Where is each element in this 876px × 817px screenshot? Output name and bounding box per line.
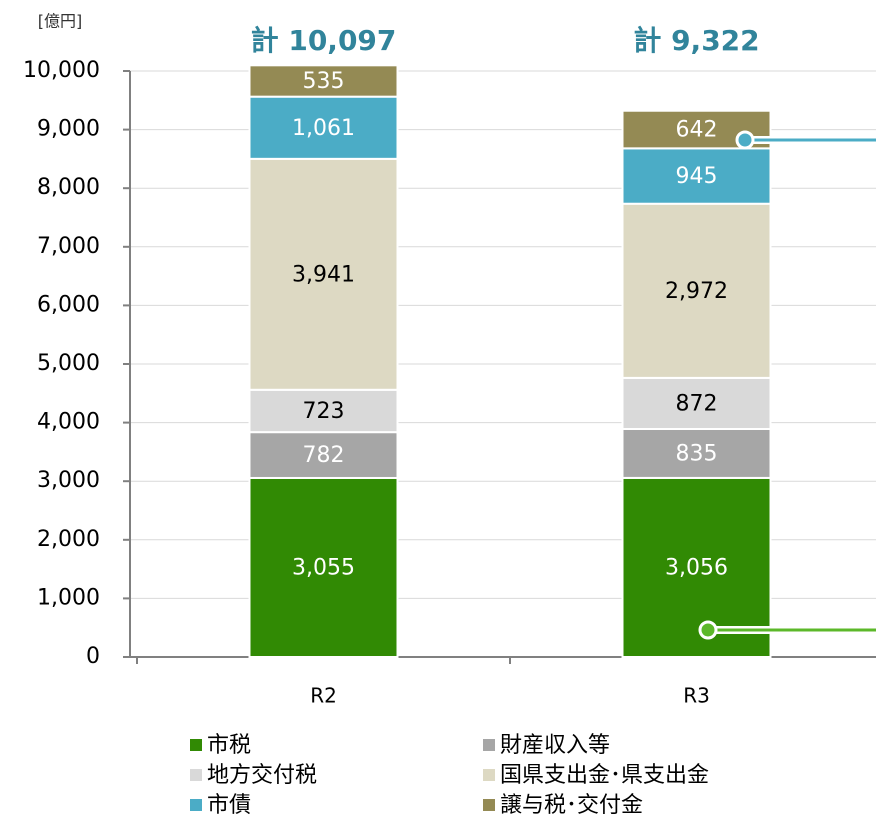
y-tick-label: 4,000 (37, 410, 100, 435)
y-tick-label: 2,000 (37, 527, 100, 552)
unit-label: [億円] (38, 12, 83, 31)
total-label: 計 10,097 (251, 24, 397, 57)
bar-segment (621, 376, 772, 430)
x-tick-label: R2 (310, 684, 337, 708)
value-label: 3,056 (665, 555, 728, 580)
callout-dot (698, 620, 718, 640)
legend-label: 市税 (207, 733, 251, 758)
y-tick-label: 10,000 (23, 58, 100, 83)
y-tick-label: 0 (86, 644, 100, 669)
legend-swatch (190, 739, 202, 751)
legend-swatch (190, 799, 202, 811)
value-label: 835 (676, 441, 718, 466)
x-tick-label: R3 (683, 684, 710, 708)
value-label: 723 (303, 399, 345, 424)
y-tick-label: 1,000 (37, 585, 100, 610)
value-label: 3,941 (292, 262, 355, 287)
bar-segment (248, 476, 399, 658)
bar-segment (248, 431, 399, 479)
bar-segment (621, 147, 772, 205)
legend-swatch (190, 769, 202, 781)
legend-swatch (483, 799, 495, 811)
value-label: 782 (303, 443, 345, 468)
value-label: 2,972 (665, 279, 728, 304)
legend-swatch (483, 739, 495, 751)
value-label: 642 (676, 118, 718, 143)
bar-segment (248, 64, 399, 98)
value-label: 872 (676, 391, 718, 416)
legend-label: 国県支出金･県支出金 (500, 763, 709, 788)
legend-label: 市債 (207, 793, 251, 817)
y-tick-label: 9,000 (37, 117, 100, 142)
callout-dot (735, 130, 755, 150)
y-tick-label: 7,000 (37, 234, 100, 259)
value-label: 535 (303, 69, 345, 94)
bar-segment (248, 95, 399, 160)
value-label: 945 (676, 164, 718, 189)
legend-swatch (483, 769, 495, 781)
legend-label: 譲与税･交付金 (500, 793, 643, 817)
value-label: 3,055 (292, 555, 355, 580)
y-tick-label: 3,000 (37, 468, 100, 493)
value-label: 1,061 (292, 116, 355, 141)
bar-segment (248, 388, 399, 434)
bar-segment (621, 202, 772, 379)
y-tick-label: 8,000 (37, 175, 100, 200)
legend-label: 地方交付税 (207, 763, 317, 788)
y-tick-label: 5,000 (37, 351, 100, 376)
callouts (708, 136, 876, 634)
total-label: 計 9,322 (633, 24, 759, 57)
legend-label: 財産収入等 (500, 733, 610, 758)
bar-segment (248, 157, 399, 391)
y-tick-label: 6,000 (37, 292, 100, 317)
